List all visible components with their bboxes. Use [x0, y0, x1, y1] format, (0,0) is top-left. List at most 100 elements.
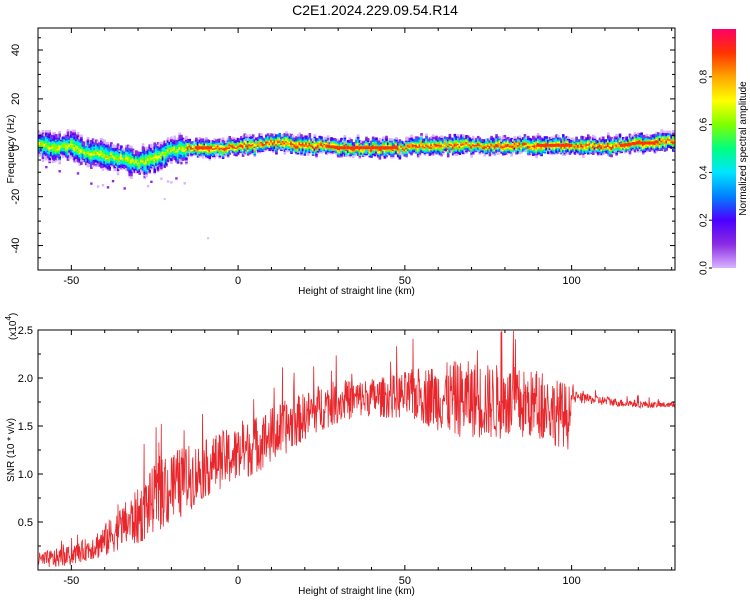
heatmap-cell: [143, 150, 147, 153]
heatmap-cell: [612, 140, 615, 143]
heatmap-cell: [76, 143, 80, 147]
heatmap-cell: [588, 148, 592, 151]
heatmap-cell: [63, 154, 66, 157]
heatmap-cell: [265, 144, 268, 148]
heatmap-cell: [451, 149, 455, 153]
heatmap-cell: [43, 139, 46, 143]
heatmap-cell: [590, 147, 593, 150]
heatmap-cell: [448, 141, 452, 144]
heatmap-cell: [338, 153, 342, 157]
heatmap-cell: [643, 137, 647, 141]
heatmap-cell: [58, 170, 61, 173]
heatmap-cell: [601, 143, 605, 147]
heatmap-cell: [115, 148, 118, 151]
heatmap-cell: [58, 157, 61, 160]
heatmap-cell: [121, 166, 125, 170]
heatmap-cell: [251, 151, 255, 155]
heatmap-cell: [125, 152, 128, 155]
heatmap-cell: [291, 136, 295, 140]
heatmap-cell: [660, 138, 663, 141]
heatmap-cell: [315, 146, 318, 150]
heatmap-cell: [60, 141, 63, 145]
heatmap-cell: [106, 168, 110, 171]
heatmap-cell: [50, 147, 53, 151]
heatmap-cell: [130, 175, 133, 178]
heatmap-cell: [456, 133, 460, 137]
heatmap-cell: [618, 135, 622, 138]
heatmap-cell: [78, 148, 81, 152]
heatmap-cell: [326, 144, 331, 148]
heatmap-cell: [41, 137, 45, 140]
heatmap-cell: [353, 153, 357, 157]
heatmap-cell: [265, 140, 268, 143]
heatmap-cell: [491, 150, 495, 154]
heatmap-cell: [475, 149, 478, 153]
heatmap-cell: [58, 133, 61, 137]
heatmap-cell: [90, 160, 93, 164]
heatmap-cell: [610, 137, 613, 140]
heatmap-cell: [591, 147, 595, 151]
heatmap-cell: [196, 149, 200, 152]
heatmap-cell: [281, 138, 285, 141]
heatmap-cell: [650, 140, 653, 144]
heatmap-cell: [108, 160, 112, 164]
heatmap-cell: [326, 135, 330, 138]
heatmap-cell: [513, 140, 517, 144]
heatmap-cell: [340, 142, 343, 145]
heatmap-cell: [446, 138, 450, 142]
heatmap-cell: [503, 140, 507, 144]
heatmap-cell: [321, 139, 325, 143]
heatmap-cell: [198, 144, 202, 147]
heatmap-cell: [637, 139, 640, 143]
heatmap-cell: [60, 148, 63, 152]
heatmap-cell: [110, 149, 113, 153]
heatmap-cell: [628, 135, 632, 138]
heatmap-cell: [168, 149, 172, 153]
heatmap-cell: [250, 136, 253, 139]
heatmap-cell: [41, 146, 45, 149]
heatmap-cell: [578, 151, 582, 154]
heatmap-cell: [398, 145, 402, 148]
heatmap-cell: [637, 135, 640, 138]
heatmap-cell: [541, 147, 545, 150]
heatmap-cell: [106, 186, 110, 189]
heatmap-cell: [647, 137, 650, 141]
heatmap-cell: [500, 150, 503, 154]
heatmap-cell: [38, 139, 41, 142]
heatmap-cell: [493, 150, 497, 154]
heatmap-cell: [178, 151, 182, 155]
heatmap-cell: [285, 148, 288, 152]
heatmap-cell: [573, 150, 577, 154]
heatmap-cell: [118, 158, 122, 161]
heatmap-cell: [672, 149, 675, 152]
heatmap-cell: [612, 151, 615, 155]
heatmap-cell: [667, 145, 670, 148]
heatmap-cell: [588, 143, 592, 147]
heatmap-cell: [425, 133, 428, 137]
heatmap-cell: [268, 145, 272, 149]
heatmap-cell: [672, 137, 675, 141]
heatmap-cell: [343, 139, 347, 143]
heatmap-cell: [376, 150, 380, 154]
heatmap-cell: [598, 141, 602, 145]
heatmap-cell: [632, 146, 635, 150]
heatmap-cell: [355, 150, 358, 154]
heatmap-cell: [186, 149, 190, 152]
heatmap-cell: [383, 141, 387, 144]
heatmap-cell: [73, 141, 76, 145]
heatmap-cell: [245, 135, 248, 139]
heatmap-cell: [290, 145, 293, 149]
heatmap-cell: [483, 152, 487, 156]
heatmap-cell: [395, 139, 398, 143]
heatmap-cell: [158, 164, 162, 168]
heatmap-cell: [471, 149, 475, 152]
heatmap-cell: [645, 136, 648, 140]
heatmap-cell: [506, 142, 510, 146]
heatmap-cell: [608, 142, 612, 145]
heatmap-cell: [345, 144, 348, 147]
heatmap-cell: [480, 143, 483, 147]
heatmap-cell: [146, 146, 150, 150]
heatmap-cell: [95, 152, 98, 156]
heatmap-cell: [131, 163, 135, 166]
